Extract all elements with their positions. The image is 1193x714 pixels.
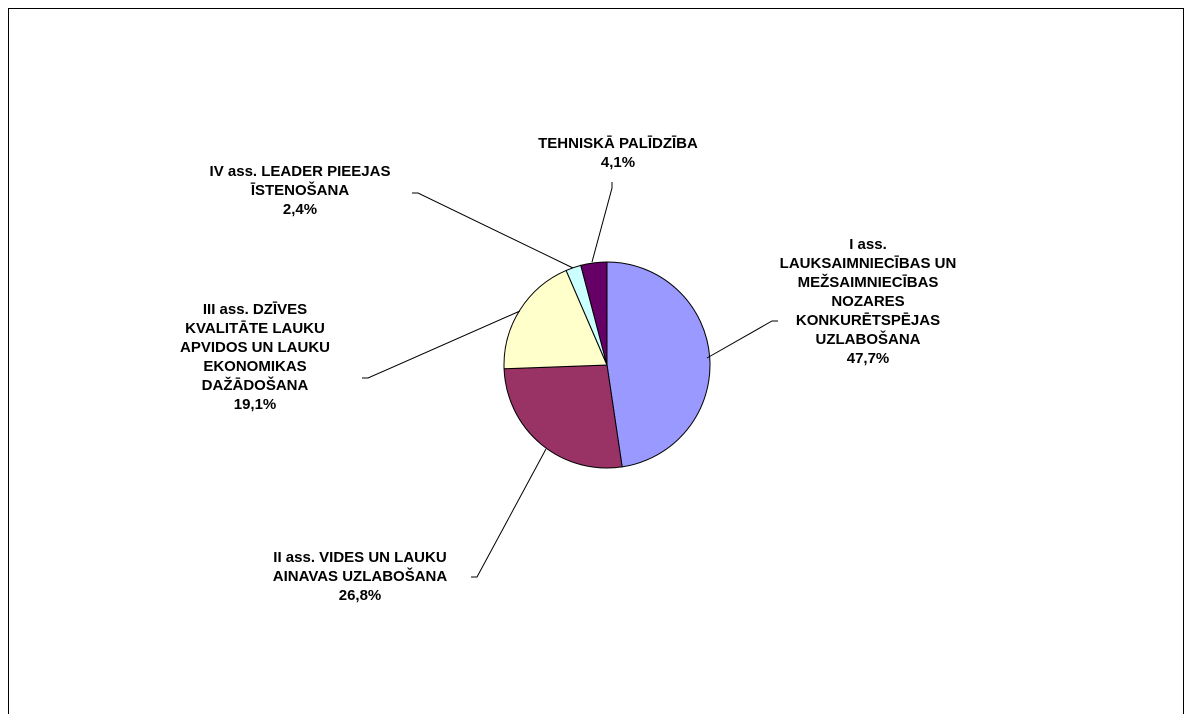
pie-slice xyxy=(580,261,608,366)
pie-slice xyxy=(503,364,623,469)
value-label: 47,7% xyxy=(846,350,890,367)
slice-label: III ass. DZĪVES KVALITĀTE LAUKU APVIDOS … xyxy=(180,300,330,414)
category-label: III ass. DZĪVES KVALITĀTE LAUKU APVIDOS … xyxy=(179,301,331,394)
value-label: 4,1% xyxy=(600,154,636,171)
leader-line xyxy=(412,192,574,269)
pie-slice xyxy=(606,261,711,468)
value-label: 2,4% xyxy=(282,201,318,218)
category-label: IV ass. LEADER PIEEJAS ĪSTENOŠANA xyxy=(209,163,391,199)
pie-slice xyxy=(503,269,608,370)
leader-line xyxy=(362,310,521,379)
slice-label: I ass. LAUKSAIMNIECĪBAS UN MEŽSAIMNIECĪB… xyxy=(780,235,957,368)
slice-label: IV ass. LEADER PIEEJAS ĪSTENOŠANA 2,4% xyxy=(210,162,391,219)
value-label: 26,8% xyxy=(338,587,382,604)
category-label: I ass. LAUKSAIMNIECĪBAS UN MEŽSAIMNIECĪB… xyxy=(779,236,957,348)
leader-line xyxy=(706,320,778,359)
category-label: TEHNISKĀ PALĪDZĪBA xyxy=(538,135,698,152)
leader-line xyxy=(591,182,613,263)
slice-label: TEHNISKĀ PALĪDZĪBA 4,1% xyxy=(538,134,698,172)
leader-line xyxy=(471,448,547,578)
category-label: II ass. VIDES UN LAUKU AINAVAS UZLABOŠAN… xyxy=(272,549,448,585)
value-label: 19,1% xyxy=(233,396,277,413)
frame xyxy=(8,8,1184,714)
slice-label: II ass. VIDES UN LAUKU AINAVAS UZLABOŠAN… xyxy=(273,548,447,605)
